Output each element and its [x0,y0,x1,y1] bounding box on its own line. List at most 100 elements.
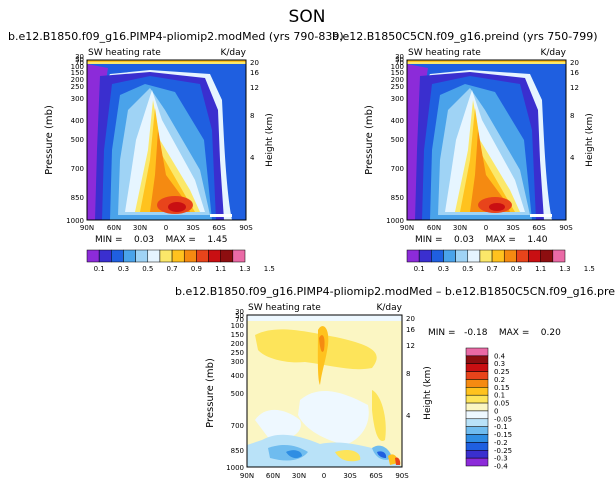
colorbar-swatch [208,249,221,263]
colorbar-swatch [465,426,489,435]
colorbar-label: 0.9 [191,265,202,273]
tick-x-30n: 30N [292,472,306,480]
tick-y-400: 400 [71,117,84,125]
tick-y-1000: 1000 [386,217,404,225]
colorbar-label: 1.1 [215,265,226,273]
page-title: SON [289,7,326,27]
colorbar-swatch [465,450,489,459]
tick-y-200: 200 [231,340,244,348]
colorbar-swatch [503,249,517,263]
colorbar-swatch [516,249,529,263]
colorbar-swatch [467,249,481,263]
panel-a: b.e12.B1850.f09_g16.PIMP4-pliomip2.modMe… [8,30,344,273]
colorbar-swatch [159,249,173,263]
panel-c-field [247,315,402,467]
tick-x-90n: 90N [80,224,94,232]
panel-c: b.e12.B1850.f09_g16.PIMP4-pliomip2.modMe… [175,285,615,480]
tick-y-100: 100 [231,322,244,330]
tick-y-850: 850 [71,194,84,202]
tick-x-90n: 90N [400,224,414,232]
colorbar-swatch [465,379,489,388]
tick-x-60n: 60N [427,224,441,232]
panel-c-stats: MIN = -0.18 MAX = 0.20 [428,328,561,338]
tick-y-400: 400 [231,372,244,380]
colorbar-swatch [465,442,489,451]
panel-a-x-ticks: 90N 60N 30N 0 30S 60S 90S [80,224,253,232]
panel-b-ylabel: Pressure (mb) [364,105,375,175]
colorbar-label: 0.1 [94,265,105,273]
tick-y-30: 30 [235,308,244,316]
colorbar-label: 0.3 [494,360,505,368]
tick-y-100: 100 [391,63,404,71]
tick-y-500: 500 [391,136,404,144]
tick-y-200: 200 [71,76,84,84]
panel-b: b.e12.B1850C5CN.f09_g16.preind (yrs 750-… [332,30,598,273]
colorbar-label: 1.3 [559,265,570,273]
colorbar-swatch [455,249,469,263]
panel-b-units: K/day [541,48,567,58]
tick-h-20: 20 [250,59,259,67]
tick-y-250: 250 [231,349,244,357]
tick-x-0: 0 [484,224,488,232]
panel-b-x-ticks: 90N 60N 30N 0 30S 60S 90S [400,224,573,232]
tick-x-30s: 30S [343,472,357,480]
tick-y-100: 100 [71,63,84,71]
colorbar-label: 0.7 [167,265,178,273]
tick-y-30: 30 [75,53,84,61]
colorbar-label: -0.4 [494,463,508,471]
panel-a-units: K/day [221,48,247,58]
colorbar-label: 0.25 [494,368,510,376]
colorbar-label: 1.5 [584,265,595,273]
tick-y-1000: 1000 [66,217,84,225]
panel-a-frame [86,59,247,221]
panel-c-variable: SW heating rate [248,303,321,313]
panel-a-height-ticks: 4 8 12 16 20 [250,59,259,162]
colorbar-swatch [465,355,489,364]
panel-b-height-ticks: 4 8 12 16 20 [570,59,579,162]
colorbar-swatch [465,394,489,404]
tick-y-850: 850 [231,447,244,455]
panel-c-ylabel-right: Height (km) [423,366,433,420]
tick-h-16: 16 [250,69,259,77]
tick-y-250: 250 [71,83,84,91]
tick-y-70: 70 [75,59,84,67]
panel-b-colorbar: 0.1 0.3 0.5 0.7 0.9 1.1 1.3 1.5 [406,249,595,273]
tick-y-70: 70 [395,59,404,67]
tick-x-60s: 60S [369,472,383,480]
panel-c-y-ticks: 1000 850 700 500 400 300 250 200 150 100… [226,308,244,472]
colorbar-swatch [406,249,420,263]
tick-y-30: 30 [395,53,404,61]
colorbar-swatch [465,434,489,443]
colorbar-swatch [418,249,432,263]
tick-y-300: 300 [231,358,244,366]
tick-h-8: 8 [250,112,254,120]
colorbar-label: 0.15 [494,384,510,392]
tick-x-30n: 30N [133,224,147,232]
colorbar-swatch [465,457,489,467]
tick-x-60s: 60S [532,224,546,232]
colorbar-swatch [135,249,149,263]
colorbar-label: 0.1 [414,265,425,273]
tick-y-150: 150 [391,69,404,77]
panel-c-ylabel: Pressure (mb) [205,358,216,428]
panel-b-frame [406,59,567,221]
tick-h-20: 20 [570,59,579,67]
colorbar-label: 0.3 [438,265,449,273]
panel-c-x-ticks: 90N 60N 30N 0 30S 60S 90S [240,472,409,480]
colorbar-label: 0.7 [487,265,498,273]
colorbar-swatch [196,249,209,263]
panel-a-y-ticks: 1000 850 700 500 400 300 250 200 150 100… [66,53,84,225]
colorbar-swatch [465,371,489,380]
panel-b-y-ticks: 1000 850 700 500 400 300 250 200 150 100… [386,53,404,225]
tick-h-12: 12 [250,84,259,92]
panel-c-title: b.e12.B1850.f09_g16.PIMP4-pliomip2.modMe… [175,285,615,298]
colorbar-swatch [465,410,489,420]
colorbar-label: -0.25 [494,447,512,455]
colorbar-swatch [171,249,185,263]
colorbar-swatch [465,363,489,372]
tick-x-90s: 90S [559,224,573,232]
tick-h-4: 4 [570,154,575,162]
tick-x-90s: 90S [239,224,253,232]
panel-a-variable: SW heating rate [88,48,161,58]
